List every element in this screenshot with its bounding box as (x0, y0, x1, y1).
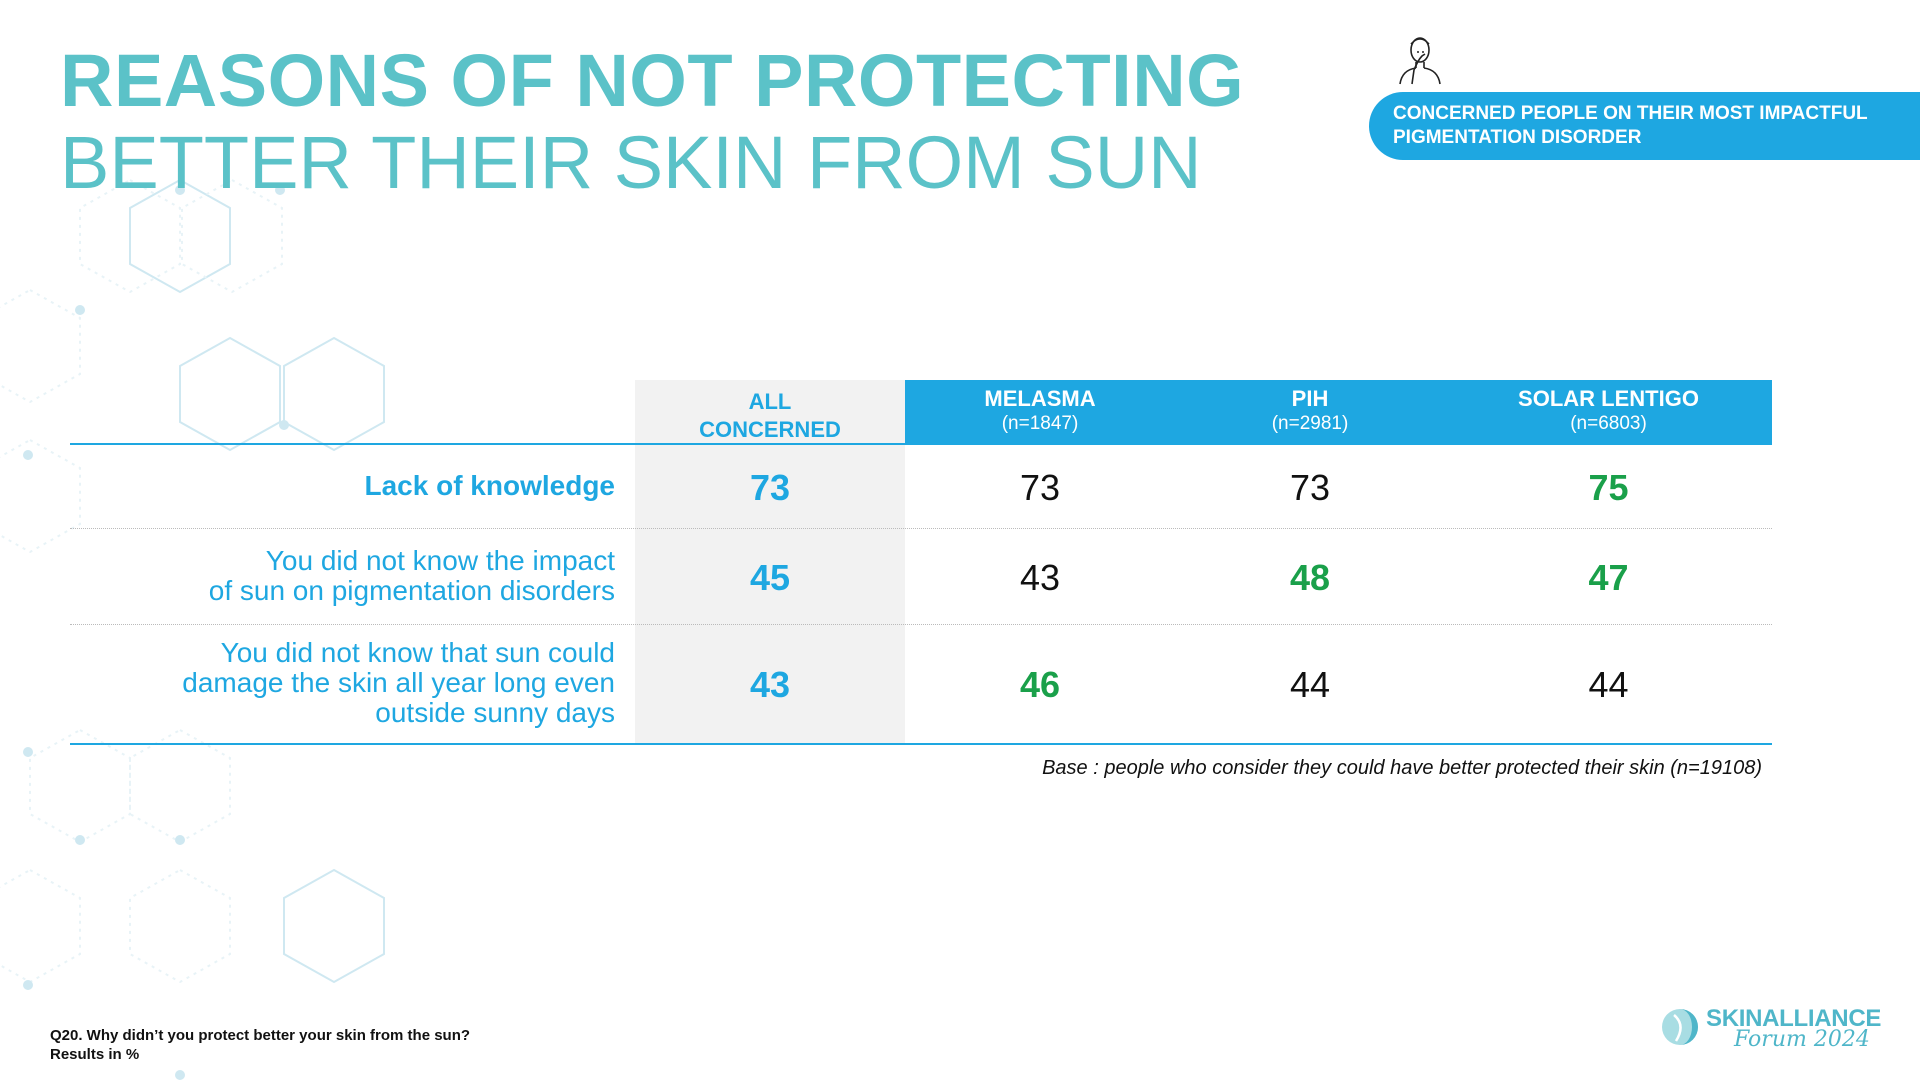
row-label-line: You did not know the impact (265, 545, 615, 576)
skinalliance-logo: SKINALLIANCE Forum 2024 (1660, 1003, 1882, 1055)
column-header-n: (n=6803) (1570, 413, 1647, 434)
column-header-solar-lentigo: SOLAR LENTIGO (n=6803) (1445, 380, 1772, 445)
column-header-n: (n=2981) (1271, 413, 1349, 434)
table-cell: 46 (1019, 664, 1061, 705)
row-label-line: damage the skin all year long even (182, 667, 615, 698)
column-header-name: SOLAR LENTIGO (1518, 386, 1699, 411)
person-touching-face-icon (1399, 37, 1441, 85)
table-cell: 44 (1289, 664, 1331, 705)
table-cell: 45 (749, 557, 791, 598)
column-header-pih: PIH (n=2981) (1175, 380, 1445, 445)
row-divider (70, 624, 1772, 625)
table-cell: 43 (749, 664, 791, 705)
column-header-name: MELASMA (984, 386, 1096, 411)
column-header-name: PIH (1291, 386, 1329, 411)
base-note: Base : people who consider they could ha… (1042, 757, 1762, 779)
row-label-impact-of-sun: You did not know the impact of sun on pi… (70, 546, 615, 606)
logo-subtitle: Forum 2024 (1734, 1027, 1870, 1052)
table-cell: 48 (1289, 557, 1331, 598)
logo-wordmark: SKINALLIANCE (1706, 1005, 1882, 1032)
page-title: REASONS OF NOT PROTECTING BETTER THEIR S… (60, 40, 1244, 204)
row-divider (70, 528, 1772, 529)
footnote-question: Q20. Why didn’t you protect better your … (50, 1027, 471, 1044)
table-cell: 47 (1588, 557, 1629, 598)
row-label-lack-of-knowledge: Lack of knowledge (70, 470, 616, 501)
column-header-all-line-2: CONCERNED (699, 417, 841, 442)
table-cell: 73 (1019, 467, 1061, 508)
table-cell: 43 (1019, 557, 1061, 598)
footnote-units: Results in % (50, 1046, 140, 1063)
row-label-line: outside sunny days (375, 697, 615, 728)
table-cell: 73 (1289, 467, 1331, 508)
all-concerned-column-bg (635, 445, 905, 745)
badge-line-2: PIGMENTATION DISORDER (1393, 127, 1642, 148)
column-header-melasma: MELASMA (n=1847) (905, 380, 1175, 445)
table-cell: 75 (1588, 467, 1629, 508)
question-footnote: Q20. Why didn’t you protect better your … (50, 1026, 470, 1064)
title-line-1: REASONS OF NOT PROTECTING (60, 39, 1245, 122)
title-line-2: BETTER THEIR SKIN FROM SUN (60, 121, 1202, 204)
row-label-line: Lack of knowledge (364, 470, 616, 501)
row-label-sun-all-year: You did not know that sun could damage t… (70, 638, 615, 728)
row-label-line: You did not know that sun could (220, 637, 615, 668)
table-bottom-divider (70, 743, 1772, 745)
header-divider (70, 443, 1772, 445)
column-header-all-concerned: ALL CONCERNED (635, 380, 905, 445)
table-cell: 73 (749, 467, 791, 508)
row-label-line: of sun on pigmentation disorders (208, 575, 615, 606)
column-header-band (905, 380, 1772, 445)
hexagon-background-decoration (0, 178, 385, 1080)
column-header-all-line-1: ALL (748, 389, 792, 414)
table-cell: 44 (1588, 664, 1629, 705)
audience-badge: CONCERNED PEOPLE ON THEIR MOST IMPACTFUL… (1369, 92, 1920, 160)
column-header-n: (n=1847) (1001, 413, 1079, 434)
badge-line-1: CONCERNED PEOPLE ON THEIR MOST IMPACTFUL (1393, 103, 1868, 124)
skinalliance-logo-icon (1662, 1009, 1698, 1045)
